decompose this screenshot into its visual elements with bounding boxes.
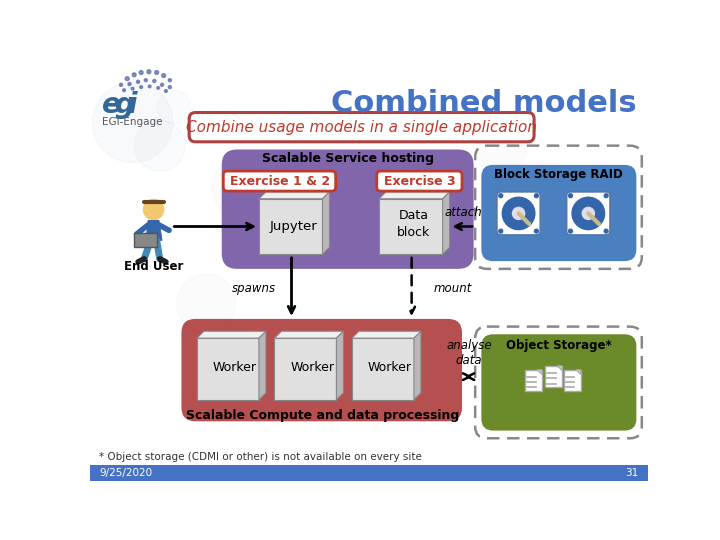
Polygon shape <box>379 199 443 254</box>
Circle shape <box>143 200 163 220</box>
FancyBboxPatch shape <box>525 370 542 392</box>
FancyBboxPatch shape <box>497 192 540 235</box>
Circle shape <box>212 156 277 220</box>
Polygon shape <box>145 220 162 240</box>
Circle shape <box>134 120 185 171</box>
FancyBboxPatch shape <box>189 112 534 142</box>
Circle shape <box>147 70 150 73</box>
Text: Exercise 1 & 2: Exercise 1 & 2 <box>230 174 330 187</box>
FancyBboxPatch shape <box>377 171 462 191</box>
Polygon shape <box>443 192 449 254</box>
Circle shape <box>155 71 158 75</box>
Text: spawns: spawns <box>232 281 276 295</box>
Polygon shape <box>197 338 259 400</box>
Polygon shape <box>352 338 414 400</box>
Text: analyse
data: analyse data <box>446 340 492 367</box>
Text: End User: End User <box>124 260 183 273</box>
Circle shape <box>157 86 160 89</box>
Text: Scalable Service hosting: Scalable Service hosting <box>262 152 434 165</box>
Polygon shape <box>197 331 266 338</box>
Polygon shape <box>274 331 343 338</box>
Text: 9/25/2020: 9/25/2020 <box>99 468 153 478</box>
Circle shape <box>148 85 151 87</box>
Bar <box>90 465 648 481</box>
Circle shape <box>547 365 594 411</box>
Text: Jupyter: Jupyter <box>270 220 318 233</box>
Text: Block Storage RAID: Block Storage RAID <box>495 168 624 181</box>
Circle shape <box>125 77 129 80</box>
Text: EGI-Engage: EGI-Engage <box>102 117 163 127</box>
Circle shape <box>144 79 148 82</box>
Circle shape <box>128 83 131 86</box>
Polygon shape <box>336 331 343 400</box>
Circle shape <box>569 194 572 198</box>
Text: Worker: Worker <box>213 361 257 374</box>
Polygon shape <box>576 370 580 374</box>
FancyBboxPatch shape <box>223 171 336 191</box>
FancyBboxPatch shape <box>545 366 562 387</box>
Text: Exercise 3: Exercise 3 <box>384 174 455 187</box>
Circle shape <box>153 79 156 83</box>
Circle shape <box>122 89 125 92</box>
Circle shape <box>582 207 595 219</box>
Polygon shape <box>557 366 562 370</box>
Circle shape <box>165 90 167 92</box>
Circle shape <box>177 274 235 333</box>
Text: g: g <box>114 91 135 119</box>
Circle shape <box>604 194 608 198</box>
Text: 31: 31 <box>626 468 639 478</box>
FancyBboxPatch shape <box>482 334 636 430</box>
Circle shape <box>140 86 143 89</box>
Polygon shape <box>259 331 266 400</box>
Circle shape <box>168 85 171 89</box>
Circle shape <box>92 83 173 163</box>
Polygon shape <box>259 199 323 254</box>
Polygon shape <box>352 331 421 338</box>
Text: Combined models: Combined models <box>330 90 636 118</box>
Text: mount: mount <box>433 281 472 295</box>
Text: Object Storage*: Object Storage* <box>506 339 612 353</box>
Polygon shape <box>379 192 449 199</box>
Circle shape <box>499 229 503 233</box>
Circle shape <box>572 197 605 230</box>
FancyBboxPatch shape <box>482 165 636 261</box>
Text: Scalable Compute and data processing: Scalable Compute and data processing <box>186 409 459 422</box>
Circle shape <box>503 197 535 230</box>
Circle shape <box>168 79 171 82</box>
Polygon shape <box>274 338 336 400</box>
Circle shape <box>474 119 528 173</box>
Circle shape <box>120 83 122 86</box>
FancyBboxPatch shape <box>134 233 158 247</box>
Text: Combine usage models in a single application: Combine usage models in a single applica… <box>186 120 536 134</box>
Circle shape <box>161 83 163 86</box>
Polygon shape <box>323 192 330 254</box>
Circle shape <box>139 71 143 75</box>
Text: attach: attach <box>445 206 482 219</box>
Polygon shape <box>259 192 330 199</box>
Text: Data
block: Data block <box>397 209 431 239</box>
FancyBboxPatch shape <box>564 370 580 392</box>
Circle shape <box>162 73 166 78</box>
Circle shape <box>604 229 608 233</box>
Text: e: e <box>102 91 121 119</box>
Text: i: i <box>127 91 137 119</box>
Circle shape <box>132 73 136 77</box>
Circle shape <box>303 338 357 392</box>
Circle shape <box>131 87 134 90</box>
Circle shape <box>513 207 525 219</box>
Text: Worker: Worker <box>368 361 412 374</box>
Circle shape <box>534 229 539 233</box>
Circle shape <box>569 229 572 233</box>
FancyBboxPatch shape <box>567 192 610 235</box>
Polygon shape <box>414 331 421 400</box>
Circle shape <box>157 90 191 124</box>
Circle shape <box>137 80 140 83</box>
Polygon shape <box>537 370 542 374</box>
Circle shape <box>499 194 503 198</box>
Text: * Object storage (CDMI or other) is not available on every site: * Object storage (CDMI or other) is not … <box>99 453 422 462</box>
FancyBboxPatch shape <box>222 150 474 269</box>
Text: Worker: Worker <box>290 361 334 374</box>
Circle shape <box>534 194 539 198</box>
FancyBboxPatch shape <box>181 319 462 421</box>
